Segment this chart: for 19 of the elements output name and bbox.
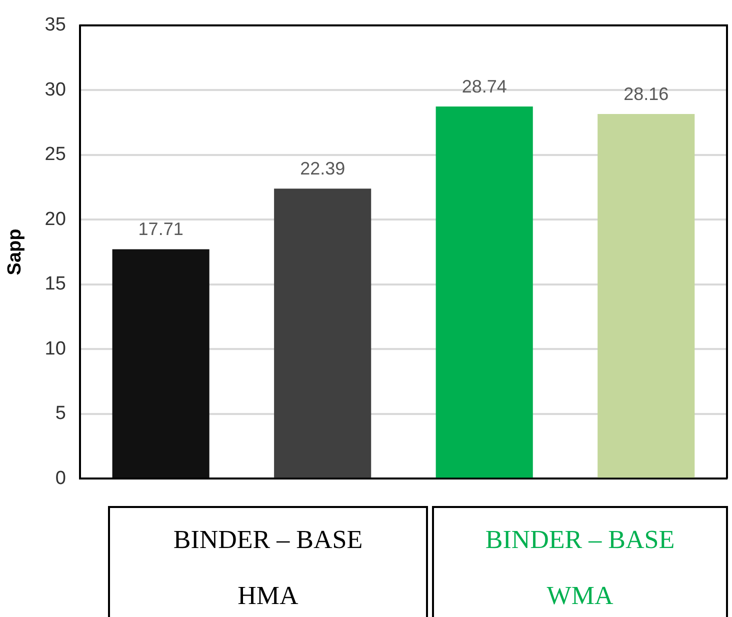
data-label: 28.16: [624, 84, 669, 104]
bar: [436, 106, 533, 478]
y-tick-label: 25: [44, 144, 66, 166]
bar: [598, 114, 695, 478]
data-label: 17.71: [138, 219, 184, 240]
text: BINDER – BASE WMA: [432, 506, 728, 617]
data-label: 28.74: [462, 76, 507, 96]
y-tick-label: 30: [44, 79, 66, 100]
data-label: 22.39: [300, 158, 346, 179]
y-tick-label: 5: [55, 403, 66, 424]
y-axis-title: Sapp: [4, 228, 26, 276]
y-tick-label: 0: [55, 468, 66, 489]
bar: [112, 249, 210, 478]
bar: [274, 188, 372, 478]
y-tick-label: 20: [44, 208, 66, 230]
text: BINDER – BASE HMA: [108, 506, 428, 617]
y-tick-label: 35: [44, 14, 66, 36]
y-tick-label: 10: [44, 338, 66, 360]
y-tick-label: 15: [44, 274, 66, 295]
